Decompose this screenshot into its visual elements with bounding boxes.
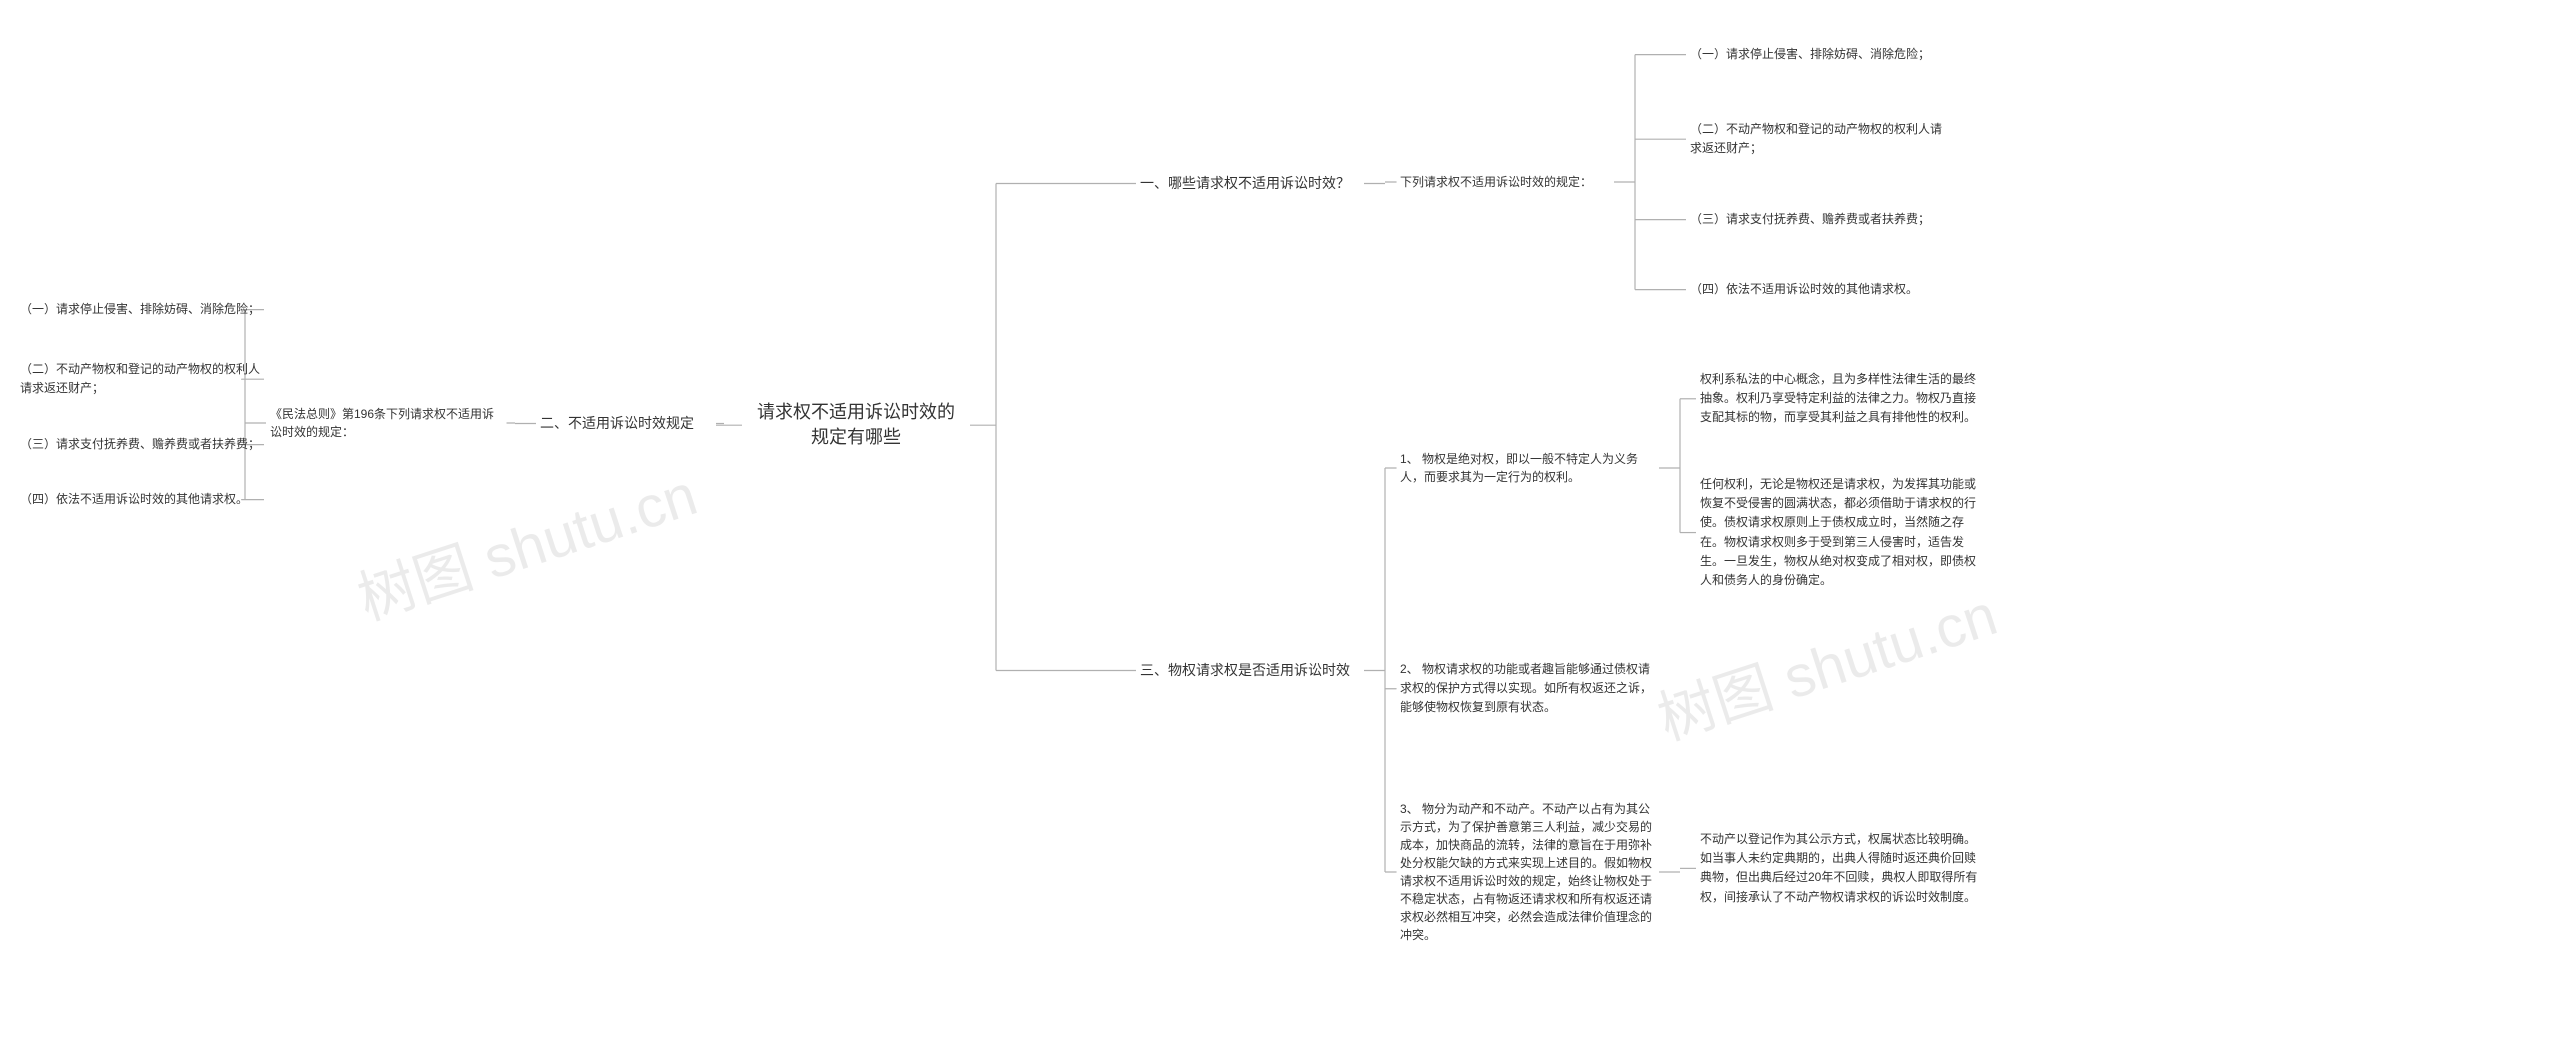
mindmap-node: 任何权利，无论是物权还是请求权，为发挥其功能或恢复不受侵害的圆满状态，都必须借助… <box>1700 475 1980 590</box>
mindmap-node: （一）请求停止侵害、排除妨碍、消除危险； <box>20 300 260 319</box>
mindmap-node: （二）不动产物权和登记的动产物权的权利人请求返还财产； <box>1690 120 1950 158</box>
mindmap-node: 请求权不适用诉讼时效的 规定有哪些 <box>746 400 966 450</box>
mindmap-node: 下列请求权不适用诉讼时效的规定： <box>1400 173 1610 191</box>
mindmap-node: 一、哪些请求权不适用诉讼时效？ <box>1140 173 1360 194</box>
mindmap-node: （一）请求停止侵害、排除妨碍、消除危险； <box>1690 45 1950 64</box>
watermark: 树图 shutu.cn <box>346 448 706 636</box>
connector-layer <box>0 0 2560 1051</box>
mindmap-node: 权利系私法的中心概念，且为多样性法律生活的最终抽象。权利乃享受特定利益的法律之力… <box>1700 370 1980 428</box>
watermark: 树图 shutu.cn <box>1646 568 2006 756</box>
mindmap-node: 1、 物权是绝对权，即以一般不特定人为义务人，而要求其为一定行为的权利。 <box>1400 450 1655 486</box>
mindmap-node: 《民法总则》第196条下列请求权不适用诉讼时效的规定： <box>270 405 505 441</box>
mindmap-node: 三、物权请求权是否适用诉讼时效 <box>1140 660 1360 681</box>
mindmap-node: （三）请求支付抚养费、赡养费或者扶养费； <box>1690 210 1950 229</box>
mindmap-node: 不动产以登记作为其公示方式，权属状态比较明确。如当事人未约定典期的，出典人得随时… <box>1700 830 1980 907</box>
mindmap-node: （三）请求支付抚养费、赡养费或者扶养费； <box>20 435 260 454</box>
mindmap-node: （二）不动产物权和登记的动产物权的权利人请求返还财产； <box>20 360 260 398</box>
mindmap-node: 3、 物分为动产和不动产。不动产以占有为其公示方式，为了保护善意第三人利益，减少… <box>1400 800 1655 944</box>
mindmap-node: （四）依法不适用诉讼时效的其他请求权。 <box>1690 280 1950 299</box>
mindmap-node: 2、 物权请求权的功能或者趣旨能够通过债权请求权的保护方式得以实现。如所有权返还… <box>1400 660 1655 718</box>
mindmap-node: （四）依法不适用诉讼时效的其他请求权。 <box>20 490 260 509</box>
mindmap-node: 二、不适用诉讼时效规定 <box>540 413 720 434</box>
